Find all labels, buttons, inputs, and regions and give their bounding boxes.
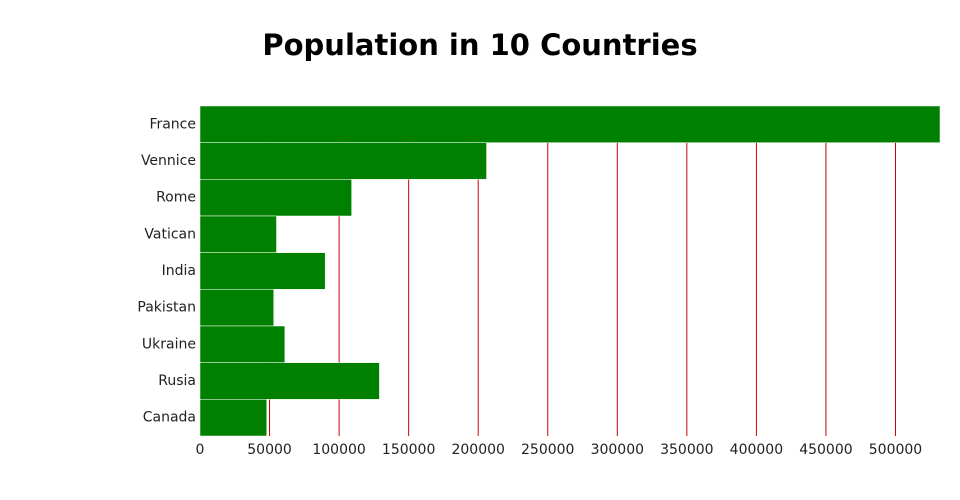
y-tick-label-vatican: Vatican: [144, 226, 196, 242]
y-tick-label-rusia: Rusia: [158, 373, 196, 389]
bars: [199, 105, 941, 437]
x-tick-label-150000: 150000: [382, 442, 435, 458]
bar-rusia: [199, 362, 380, 400]
bar-rome: [199, 179, 352, 217]
chart-title: Population in 10 Countries: [262, 28, 697, 62]
x-tick-label-450000: 450000: [799, 442, 852, 458]
bar-india: [199, 252, 326, 290]
y-axis-labels: France Vennice Rome Vatican India Pakistan Ukr…: [137, 116, 196, 425]
x-tick-label-200000: 200000: [451, 442, 504, 458]
x-tick-label-350000: 350000: [660, 442, 713, 458]
x-axis-labels: 0 50000 100000 150000 200000 250000 300000 3500…: [196, 442, 923, 458]
bar-canada: [199, 399, 268, 437]
bar-pakistan: [199, 289, 274, 327]
x-tick-label-400000: 400000: [730, 442, 783, 458]
bar-vennice: [199, 142, 487, 180]
y-tick-label-vennice: Vennice: [141, 153, 196, 169]
y-tick-label-canada: Canada: [143, 410, 196, 426]
y-tick-label-india: India: [162, 263, 196, 279]
y-tick-label-ukraine: Ukraine: [142, 336, 196, 352]
bar-ukraine: [199, 325, 286, 363]
x-tick-label-500000: 500000: [869, 442, 922, 458]
x-tick-label-0: 0: [196, 442, 205, 458]
y-tick-label-france: France: [149, 116, 196, 132]
y-tick-label-rome: Rome: [156, 190, 196, 206]
bar-france: [199, 105, 941, 143]
x-tick-label-100000: 100000: [312, 442, 365, 458]
y-tick-label-pakistan: Pakistan: [137, 300, 196, 316]
x-tick-label-250000: 250000: [521, 442, 574, 458]
bar-vatican: [199, 215, 277, 253]
x-tick-label-300000: 300000: [591, 442, 644, 458]
x-tick-label-50000: 50000: [247, 442, 292, 458]
